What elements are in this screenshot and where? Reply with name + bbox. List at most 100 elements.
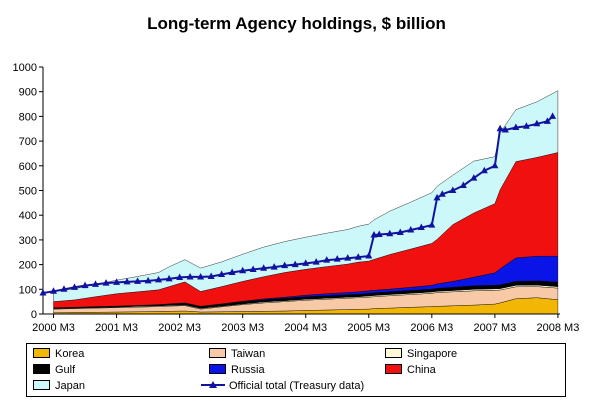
- legend-label-singapore: Singapore: [407, 348, 458, 360]
- official-total-marker: [449, 186, 457, 193]
- legend-swatch-taiwan: [209, 348, 226, 358]
- official-total-marker: [386, 229, 394, 237]
- legend-swatch-japan: [33, 380, 50, 390]
- legend-label-official-total: Official total (Treasury data): [229, 380, 365, 392]
- official-total-marker: [370, 230, 378, 238]
- official-total-marker: [312, 258, 320, 265]
- legend-label-taiwan: Taiwan: [231, 348, 266, 360]
- x-tick-label: 2002 M3: [158, 322, 201, 334]
- y-tick-label: 200: [19, 260, 37, 272]
- official-total-marker: [496, 124, 504, 132]
- legend-label-china: China: [407, 364, 436, 376]
- legend-label-russia: Russia: [231, 364, 265, 376]
- official-total-marker: [549, 112, 557, 119]
- y-tick-label: 600: [19, 161, 37, 173]
- y-tick-label: 700: [19, 136, 37, 148]
- official-total-series: [39, 112, 557, 296]
- official-total-marker: [344, 254, 352, 261]
- official-total-marker: [375, 230, 383, 237]
- legend-swatch-korea: [33, 348, 50, 358]
- official-total-marker: [155, 275, 163, 283]
- x-tick-label: 2008 M3: [537, 322, 580, 334]
- official-total-marker: [113, 278, 121, 285]
- y-tick-label: 900: [19, 87, 37, 99]
- legend-label-japan: Japan: [55, 380, 85, 392]
- official-total-marker: [433, 193, 441, 201]
- legend-swatch-singapore: [385, 348, 402, 358]
- x-tick-label: 2003 M3: [221, 322, 264, 334]
- legend-label-gulf: Gulf: [55, 364, 76, 376]
- official-total-marker: [323, 256, 331, 263]
- x-tick-label: 2000 M3: [32, 322, 75, 334]
- official-total-marker: [92, 280, 100, 287]
- legend-marker-official-total: [201, 380, 225, 390]
- official-total-marker: [522, 122, 530, 129]
- official-total-marker: [438, 190, 446, 197]
- official-total-marker: [81, 281, 89, 289]
- y-tick-label: 1000: [13, 62, 37, 74]
- official-total-marker: [50, 287, 58, 294]
- y-tick-label: 100: [19, 284, 37, 296]
- legend: Korea Taiwan Singapore Gulf Russia China…: [26, 343, 566, 397]
- official-total-marker: [302, 259, 310, 266]
- official-total-marker: [533, 119, 541, 127]
- x-tick-label: 2004 M3: [284, 322, 327, 334]
- official-total-marker: [543, 117, 551, 124]
- legend-item-china: China: [385, 364, 436, 376]
- legend-item-official-total: Official total (Treasury data): [201, 380, 364, 392]
- official-total-marker: [186, 272, 194, 280]
- official-total-marker: [417, 223, 425, 231]
- official-total-marker: [365, 251, 373, 259]
- y-tick-label: 500: [19, 186, 37, 198]
- official-total-marker: [197, 272, 205, 280]
- official-total-marker: [39, 289, 47, 296]
- official-total-marker: [512, 123, 520, 131]
- chart-title: Long-term Agency holdings, $ billion: [147, 14, 446, 33]
- official-total-marker: [123, 277, 131, 285]
- official-total-marker: [228, 268, 236, 276]
- official-total-marker: [491, 161, 499, 169]
- official-total-marker: [134, 277, 142, 284]
- legend-swatch-gulf: [33, 364, 50, 374]
- legend-item-taiwan: Taiwan: [209, 348, 265, 360]
- chart-plot: 0 100 200 300 400 500 600 700 800 900 1000 2000 M3 2…: [13, 62, 580, 334]
- official-total-marker: [249, 265, 257, 273]
- official-total-marker: [333, 255, 341, 262]
- x-tick-label: 2006 M3: [410, 322, 453, 334]
- official-total-marker: [239, 266, 247, 274]
- official-total-marker: [207, 272, 215, 279]
- y-tick-label: 0: [31, 309, 37, 321]
- official-total-marker: [396, 228, 404, 235]
- legend-item-russia: Russia: [209, 364, 265, 376]
- official-total-marker: [71, 283, 79, 290]
- official-total-marker: [281, 261, 289, 269]
- y-tick-label: 400: [19, 210, 37, 222]
- official-total-marker: [165, 274, 173, 282]
- legend-item-korea: Korea: [33, 348, 84, 360]
- official-total-marker: [260, 264, 268, 271]
- official-total-marker: [144, 276, 152, 284]
- y-tick-label: 800: [19, 111, 37, 123]
- official-total-marker: [459, 181, 467, 189]
- official-total-marker: [501, 125, 509, 133]
- official-total-marker: [354, 253, 362, 260]
- official-total-marker: [470, 174, 478, 181]
- legend-label-korea: Korea: [55, 348, 85, 360]
- official-total-marker: [291, 260, 299, 268]
- y-tick-label: 300: [19, 235, 37, 247]
- legend-swatch-russia: [209, 364, 226, 374]
- official-total-marker: [480, 166, 488, 174]
- x-tick-label: 2005 M3: [347, 322, 390, 334]
- legend-item-singapore: Singapore: [385, 348, 457, 360]
- official-total-marker: [218, 270, 226, 277]
- x-tick-label: 2007 M3: [473, 322, 516, 334]
- official-total-marker: [60, 285, 68, 292]
- official-total-marker: [407, 226, 415, 233]
- official-total-marker: [102, 279, 110, 286]
- x-tick-label: 2001 M3: [95, 322, 138, 334]
- official-total-marker: [270, 263, 278, 270]
- axes: 0 100 200 300 400 500 600 700 800 900 1000 2000 M3 2…: [13, 62, 580, 334]
- stacked-areas: [53, 90, 559, 315]
- legend-item-japan: Japan: [33, 380, 85, 392]
- official-total-marker: [176, 273, 184, 280]
